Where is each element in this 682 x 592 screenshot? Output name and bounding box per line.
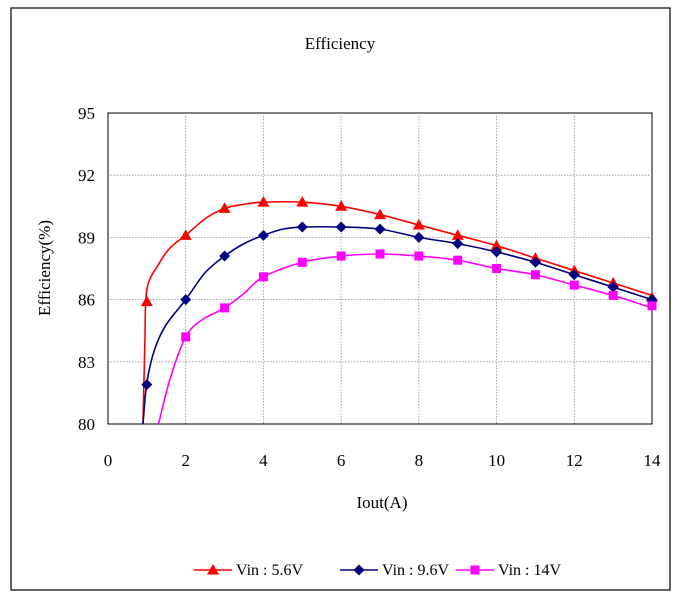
data-point — [335, 221, 347, 233]
legend: Vin : 5.6V Vin : 9.6V Vin : 14V — [194, 562, 561, 579]
data-point — [220, 303, 230, 313]
data-point — [452, 238, 464, 250]
chart-title: Efficiency — [305, 34, 376, 53]
y-tick-label: 83 — [78, 353, 95, 372]
x-tick-label: 8 — [415, 451, 424, 470]
x-tick-label: 4 — [259, 451, 268, 470]
x-tick-label: 12 — [566, 451, 583, 470]
legend-item-1: Vin : 5.6V — [194, 562, 303, 579]
legend-item-3: Vin : 14V — [456, 562, 561, 579]
series-3 — [157, 249, 657, 424]
series-2 — [141, 221, 658, 424]
data-point — [451, 229, 464, 240]
data-point — [607, 281, 619, 293]
legend-label: Vin : 5.6V — [236, 562, 303, 579]
data-point — [412, 218, 425, 230]
series-line — [142, 200, 652, 424]
legend-swatch-marker — [353, 564, 365, 576]
legend-swatch-marker — [470, 565, 480, 575]
x-tick-label: 14 — [644, 451, 662, 470]
y-axis-label: Efficiency(%) — [35, 220, 54, 316]
data-point — [491, 246, 503, 258]
data-point — [490, 239, 503, 251]
x-tick-label: 2 — [181, 451, 190, 470]
legend-swatch-marker — [207, 564, 219, 575]
data-point — [218, 202, 231, 213]
x-tick-label: 0 — [104, 451, 113, 470]
data-point — [414, 251, 424, 261]
data-point — [530, 270, 540, 280]
data-point — [569, 280, 579, 290]
legend-label: Vin : 14V — [498, 562, 561, 579]
x-axis-label: Iout(A) — [357, 493, 408, 512]
data-point — [296, 196, 309, 207]
y-tick-label: 95 — [78, 104, 95, 123]
y-tick-label: 89 — [78, 228, 95, 247]
data-point — [336, 251, 346, 261]
x-tick-label: 10 — [488, 451, 505, 470]
data-point — [374, 223, 386, 235]
axes: 0 2 4 6 8 10 12 14 80 83 86 89 92 95 — [78, 104, 661, 470]
data-point — [141, 379, 153, 391]
data-point — [375, 249, 385, 259]
data-point — [608, 290, 618, 300]
data-point — [568, 269, 580, 281]
data-point — [453, 255, 463, 265]
data-point — [374, 208, 386, 220]
y-tick-label: 92 — [78, 166, 95, 185]
data-point — [181, 332, 191, 342]
data-point — [297, 257, 307, 267]
data-point — [179, 229, 192, 240]
x-tick-label: 6 — [337, 451, 346, 470]
grid-lines — [108, 113, 652, 424]
legend-label: Vin : 9.6V — [382, 562, 449, 579]
data-point — [257, 196, 270, 207]
data-point — [140, 295, 153, 307]
y-tick-label: 80 — [78, 415, 95, 434]
data-point — [257, 229, 269, 241]
data-point — [492, 264, 502, 273]
legend-item-2: Vin : 9.6V — [340, 562, 449, 579]
y-tick-label: 86 — [78, 291, 95, 310]
data-point — [647, 301, 657, 311]
data-point — [335, 200, 348, 211]
data-point — [219, 250, 231, 262]
data-point — [296, 221, 308, 233]
series-layer — [140, 196, 658, 424]
data-point — [258, 272, 268, 282]
data-point — [529, 256, 541, 268]
plot-area — [107, 112, 653, 425]
data-point — [180, 294, 192, 306]
data-point — [413, 231, 425, 243]
